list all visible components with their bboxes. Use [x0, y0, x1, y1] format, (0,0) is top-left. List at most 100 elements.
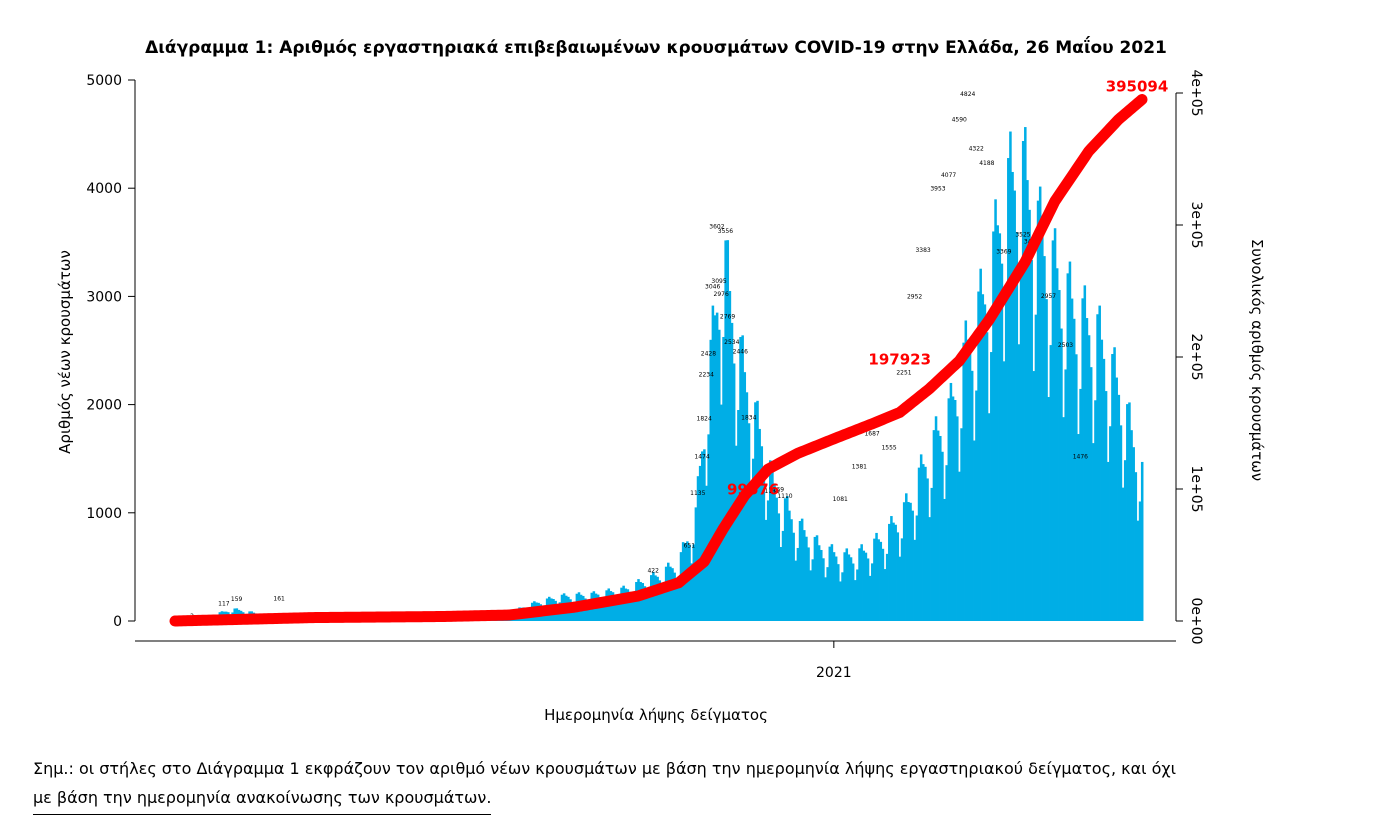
daily-bar — [737, 410, 740, 621]
daily-bar — [1026, 180, 1029, 621]
daily-bar — [673, 572, 676, 621]
daily-bar — [758, 428, 761, 621]
bar-value-label: 2428 — [701, 350, 716, 357]
daily-bar — [975, 390, 978, 621]
daily-bar — [1113, 347, 1116, 621]
daily-bar — [866, 558, 870, 621]
daily-bar — [939, 435, 942, 621]
daily-bar — [1126, 404, 1129, 621]
daily-bar — [645, 595, 649, 621]
daily-bar — [911, 510, 914, 621]
daily-bar — [711, 305, 715, 621]
bar-value-label: 2251 — [896, 369, 911, 376]
daily-bar — [896, 532, 900, 621]
daily-bar — [905, 493, 908, 621]
daily-bar — [715, 312, 719, 621]
cumulative-value-label: 99676 — [727, 480, 779, 498]
daily-bar — [1070, 298, 1074, 621]
daily-bar — [1062, 417, 1065, 621]
daily-bar — [764, 519, 768, 621]
daily-bar — [660, 591, 664, 621]
daily-bar — [1028, 209, 1031, 621]
daily-bar — [934, 416, 938, 621]
daily-bar — [805, 536, 808, 621]
daily-bar — [877, 539, 880, 621]
daily-bar — [860, 544, 863, 621]
daily-bar — [928, 517, 931, 621]
daily-bar — [966, 339, 970, 621]
daily-bar — [1041, 231, 1044, 622]
daily-bar — [885, 553, 889, 621]
bar-value-label: 4077 — [941, 172, 956, 179]
daily-bar — [962, 342, 965, 621]
daily-bar — [977, 291, 980, 621]
y-tick-label: 4000 — [86, 181, 122, 197]
daily-bar — [698, 465, 702, 621]
daily-bar — [949, 382, 953, 621]
daily-bar — [1115, 377, 1118, 621]
daily-bar — [864, 552, 868, 621]
daily-bar — [890, 516, 893, 621]
daily-bar — [1000, 263, 1004, 621]
daily-bar — [779, 546, 783, 621]
daily-bar — [834, 556, 838, 621]
daily-bar — [875, 532, 878, 621]
bar-value-label: 2769 — [720, 313, 735, 320]
daily-bar — [968, 347, 972, 621]
daily-bar — [883, 569, 887, 621]
daily-bar — [826, 567, 829, 621]
y2-tick-label: 2e+05 — [1188, 333, 1204, 380]
daily-bar — [917, 467, 921, 621]
y2-tick-label: 1e+05 — [1188, 465, 1204, 512]
bar-value-label: 1834 — [741, 415, 756, 422]
daily-bar — [1109, 426, 1112, 621]
daily-bar — [1051, 240, 1055, 621]
bar-value-label: 3525 — [1015, 232, 1030, 239]
y2-tick-label: 3e+05 — [1188, 201, 1204, 248]
daily-bar — [709, 339, 713, 621]
daily-bar — [1123, 460, 1127, 621]
daily-bar — [730, 322, 734, 621]
chart-title: Διάγραμμα 1: Αριθμός εργαστηριακά επιβεβ… — [145, 35, 1167, 58]
bar-value-label: 3046 — [705, 283, 720, 290]
bar-value-label: 4322 — [969, 145, 984, 152]
daily-bar — [803, 530, 806, 621]
daily-bar — [713, 315, 717, 621]
daily-bar — [1058, 290, 1061, 621]
bar-value-label: 4824 — [960, 91, 975, 98]
daily-bar — [626, 589, 630, 621]
daily-bar — [662, 583, 666, 621]
bar-value-label: 2503 — [1058, 342, 1073, 349]
daily-bar — [994, 199, 997, 621]
bar-value-label: 3383 — [915, 247, 930, 254]
cumulative-value-label: 197923 — [868, 351, 931, 369]
footnote-line-1: Σημ.: οι στήλες στο Διάγραμμα 1 εκφράζου… — [33, 759, 1177, 778]
bar-value-label: 1156 — [765, 488, 780, 495]
bottom-axis: 2021 — [135, 640, 1176, 681]
daily-bar — [1064, 369, 1067, 621]
bar-value-label: 651 — [684, 543, 696, 550]
bar-value-label: 2952 — [907, 294, 922, 301]
daily-bar — [915, 515, 919, 621]
daily-bar — [936, 430, 940, 621]
daily-bar — [824, 577, 827, 621]
daily-bar — [1094, 400, 1097, 621]
daily-bar — [1102, 358, 1106, 621]
daily-bar — [754, 402, 757, 621]
daily-bar — [752, 458, 755, 621]
daily-bars — [173, 127, 1144, 622]
daily-bar — [951, 396, 955, 621]
daily-bar — [1117, 394, 1121, 621]
daily-bar — [894, 524, 897, 621]
daily-bar — [1049, 345, 1053, 621]
bar-value-label: 2446 — [733, 348, 748, 355]
daily-bar — [692, 544, 696, 621]
daily-bar — [873, 538, 876, 621]
daily-bar — [996, 225, 999, 621]
daily-bar — [998, 233, 1002, 622]
daily-bar — [1128, 402, 1131, 621]
bar-value-label: 2534 — [724, 339, 739, 346]
daily-bar — [913, 539, 917, 621]
daily-bar — [1134, 472, 1138, 621]
daily-bar — [760, 446, 764, 621]
